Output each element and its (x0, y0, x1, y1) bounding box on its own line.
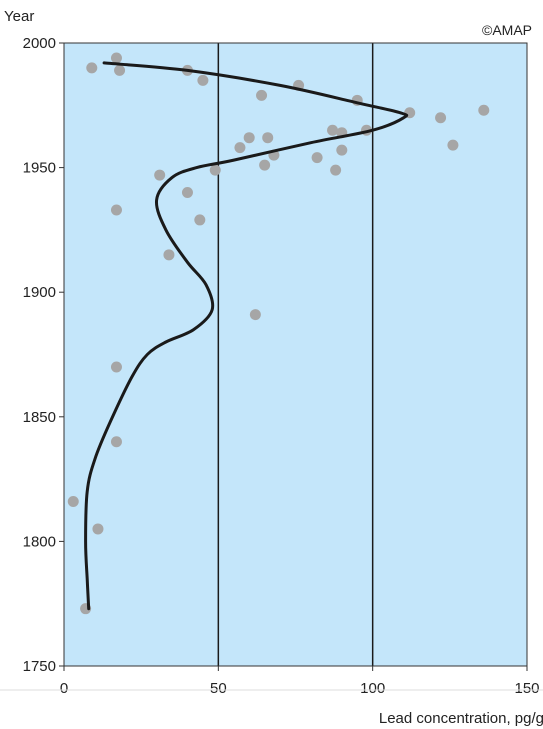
y-tick-label: 2000 (23, 35, 56, 52)
y-tick-label: 1750 (23, 658, 56, 675)
x-tick-label: 50 (210, 680, 227, 697)
data-point (259, 159, 271, 171)
data-point (256, 89, 268, 101)
data-point (327, 124, 339, 136)
data-point (110, 52, 122, 64)
data-point (243, 132, 255, 144)
data-point (154, 169, 166, 181)
data-point (110, 204, 122, 216)
data-point (234, 142, 246, 154)
data-point (447, 139, 459, 151)
reference-lines (217, 43, 374, 666)
trend-line (84, 61, 409, 611)
x-axis-title: Lead concentration, pg/g (379, 710, 543, 727)
y-axis-ticks: 1750 1800 1850 1900 1950 2000 (23, 35, 64, 675)
data-point (435, 112, 447, 124)
credit-label: ©AMAP (482, 22, 532, 38)
data-point (478, 104, 490, 116)
x-tick-label: 150 (514, 680, 539, 697)
data-point (86, 62, 98, 74)
data-point (336, 144, 348, 156)
plot-area (64, 43, 527, 666)
data-point (92, 523, 104, 535)
data-point (163, 249, 175, 261)
x-tick-label: 100 (360, 680, 385, 697)
data-points (67, 52, 490, 615)
x-axis-ticks: 0 50 100 150 (60, 666, 540, 697)
y-tick-label: 1900 (23, 284, 56, 301)
data-point (311, 152, 323, 164)
data-point (194, 214, 206, 226)
y-tick-label: 1850 (23, 409, 56, 426)
data-point (114, 64, 126, 76)
data-point (330, 164, 342, 176)
plot-border (63, 42, 528, 667)
data-point (249, 309, 261, 321)
data-point (110, 436, 122, 448)
data-point (67, 496, 79, 508)
data-point (110, 361, 122, 373)
data-point (209, 164, 221, 176)
data-point (181, 187, 193, 199)
y-axis-title: Year (4, 8, 34, 25)
y-tick-label: 1800 (23, 533, 56, 550)
y-tick-label: 1950 (23, 160, 56, 177)
data-point (262, 132, 274, 144)
data-point (197, 74, 209, 86)
x-tick-label: 0 (60, 680, 68, 697)
